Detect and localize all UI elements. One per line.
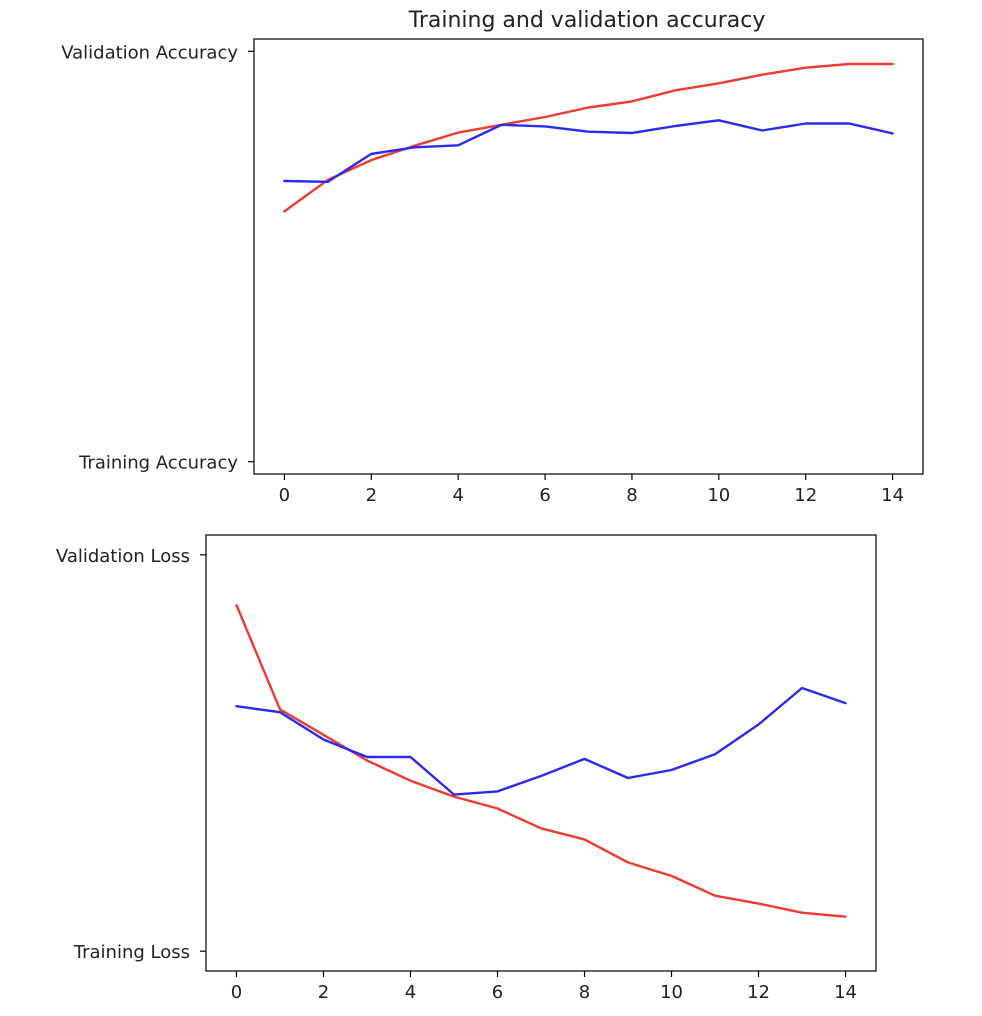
loss-x-tick-label: 14 (834, 982, 857, 1003)
accuracy-x-tick-label: 4 (452, 485, 463, 506)
accuracy-x-axis: 0 2 4 6 8 10 12 14 (279, 474, 904, 506)
loss-x-tick-label: 6 (492, 982, 503, 1003)
accuracy-y-tick-label: Training Accuracy (78, 453, 238, 474)
loss-series-layer (235, 604, 847, 918)
loss-series-1-line (235, 686, 847, 796)
accuracy-x-tick-label: 14 (881, 485, 904, 506)
accuracy-y-tick-label: Validation Accuracy (61, 42, 238, 63)
accuracy-x-tick-label: 12 (794, 485, 817, 506)
accuracy-chart: Training and validation accuracy 0 2 4 6 8 10… (61, 8, 924, 506)
accuracy-x-tick-label: 6 (539, 485, 550, 506)
loss-x-tick-label: 10 (660, 982, 683, 1003)
accuracy-x-tick-label: 10 (707, 485, 730, 506)
loss-series-0-line (235, 604, 847, 918)
loss-x-tick-label: 8 (579, 982, 590, 1003)
loss-y-tick-label: Validation Loss (56, 546, 190, 567)
accuracy-x-tick-label: 2 (366, 485, 377, 506)
accuracy-chart-title: Training and validation accuracy (408, 8, 766, 33)
loss-x-axis: 0 2 4 6 8 10 12 14 (231, 971, 857, 1003)
accuracy-series-0-line (283, 62, 894, 213)
loss-x-tick-label: 0 (231, 982, 242, 1003)
loss-y-tick-label: Training Loss (73, 942, 190, 963)
accuracy-y-axis: Training Accuracy Validation Accuracy (61, 42, 254, 474)
accuracy-series-layer (283, 62, 894, 213)
accuracy-x-tick-label: 8 (626, 485, 637, 506)
loss-chart: 0 2 4 6 8 10 12 14 Training Loss Validation Loss (56, 534, 877, 1003)
accuracy-x-tick-label: 0 (279, 485, 290, 506)
loss-y-axis: Training Loss Validation Loss (56, 546, 206, 963)
accuracy-series-1-line (283, 119, 894, 184)
loss-x-tick-label: 4 (405, 982, 416, 1003)
accuracy-plot-frame (253, 38, 924, 475)
loss-x-tick-label: 2 (318, 982, 329, 1003)
loss-plot-frame (205, 534, 877, 972)
loss-x-tick-label: 12 (747, 982, 770, 1003)
